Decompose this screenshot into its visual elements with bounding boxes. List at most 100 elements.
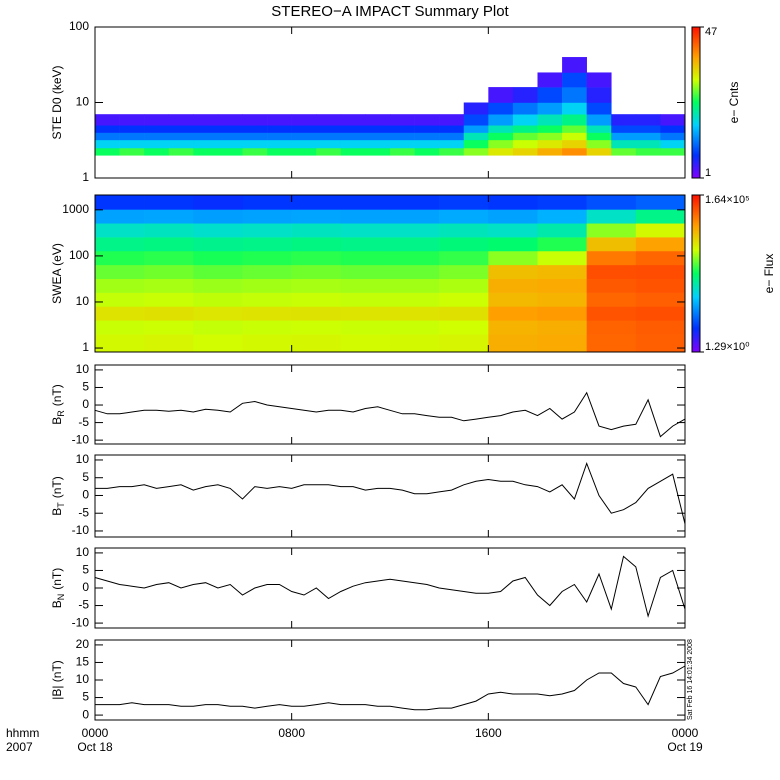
heat-cell: [193, 306, 243, 321]
heat-cell: [390, 334, 440, 353]
heat-cell: [586, 278, 637, 293]
heat-cell: [537, 209, 587, 224]
heat-cell: [390, 250, 440, 266]
heat-cell: [660, 139, 686, 149]
heat-cell: [340, 139, 366, 149]
heat-cell: [463, 102, 489, 115]
heat-cell: [144, 278, 194, 293]
heat-cell: [242, 278, 292, 293]
heat-cell: [95, 209, 145, 224]
heat-cell: [635, 125, 661, 133]
heat-cell: [340, 292, 391, 307]
heat-cell: [537, 223, 587, 238]
heat-cell: [193, 264, 243, 279]
heat-cell: [193, 139, 219, 149]
heat-cell: [512, 102, 538, 115]
heat-cell: [242, 320, 292, 335]
heat-cell: [586, 72, 612, 88]
heat-cell: [488, 195, 538, 210]
y-axis-label: SWEA (eV): [50, 243, 64, 304]
y-tick-label: 10: [76, 362, 90, 376]
heat-cell: [390, 292, 440, 307]
heat-cell: [95, 292, 145, 307]
plot-frame: [94, 454, 686, 538]
heat-cell: [611, 139, 637, 149]
heat-cell: [340, 223, 391, 238]
heat-cell: [586, 209, 637, 224]
heat-cell: [488, 334, 538, 353]
heat-cell: [439, 264, 489, 279]
heat-cell: [586, 320, 637, 335]
heat-cell: [537, 139, 563, 149]
heat-cell: [168, 139, 194, 149]
heat-cell: [635, 147, 661, 156]
heat-cell: [95, 237, 145, 252]
heat-cell: [512, 139, 538, 149]
y-tick-label: -5: [78, 598, 89, 612]
y-tick-label: 15: [76, 655, 90, 669]
heat-cell: [193, 292, 243, 307]
y-axis-label-text: B: [50, 417, 64, 425]
heat-cell: [340, 250, 391, 266]
heat-cell: [291, 278, 342, 293]
y-tick-label: 100: [69, 19, 89, 33]
y-tick-label: 5: [82, 690, 89, 704]
heat-cell: [660, 132, 686, 141]
timestamp: Sat Feb 16 14:01:34 2008: [687, 639, 694, 720]
y-tick-label: 0: [82, 397, 89, 411]
heat-cell: [586, 139, 612, 149]
data-line: [94, 391, 686, 438]
heat-cell: [291, 223, 342, 238]
heat-cell: [242, 334, 292, 353]
heat-cell: [144, 292, 194, 307]
x-tick-date: Oct 19: [667, 740, 703, 754]
heat-cell: [586, 292, 637, 307]
heat-cell: [635, 278, 686, 293]
heat-cell: [168, 114, 194, 126]
heat-cell: [291, 195, 342, 210]
heat-cell: [635, 237, 686, 252]
heat-cell: [316, 114, 342, 126]
x-axis-label: hhmm: [6, 726, 39, 740]
heat-cell: [586, 264, 637, 279]
heat-cell: [242, 195, 292, 210]
y-tick-label: -5: [78, 505, 89, 519]
heat-cell: [537, 125, 563, 133]
heat-cell: [144, 264, 194, 279]
y-axis-label: BT (nT): [50, 476, 66, 516]
colorbar-label: e− Cnts: [727, 82, 741, 124]
heat-cell: [291, 125, 317, 133]
heat-cell: [488, 320, 538, 335]
heat-cell: [586, 125, 612, 133]
heat-cell: [291, 209, 342, 224]
heat-cell: [193, 114, 219, 126]
heat-cell: [439, 195, 489, 210]
y-tick-label: 0: [82, 580, 89, 594]
heat-cell: [340, 195, 391, 210]
heat-cell: [267, 125, 292, 133]
x-tick-label: 0000: [672, 726, 699, 740]
y-tick-label: -10: [72, 432, 90, 446]
heat-cell: [512, 87, 538, 103]
y-axis-label-sub: R: [56, 410, 66, 417]
heat-cell: [316, 125, 342, 133]
y-axis-label-text: B: [50, 508, 64, 516]
heat-cell: [611, 125, 637, 133]
y-axis-label-text: |B| (nT): [50, 660, 64, 700]
heat-cell: [586, 114, 612, 126]
heat-cell: [242, 250, 292, 266]
heat-cell: [586, 195, 637, 210]
heat-cell: [242, 223, 292, 238]
heat-cell: [439, 278, 489, 293]
y-axis-label-sub: N: [56, 594, 66, 601]
heat-cell: [193, 147, 219, 156]
y-tick-label: 5: [82, 563, 89, 577]
heat-cell: [267, 139, 292, 149]
heat-cell: [635, 132, 661, 141]
heat-cell: [635, 114, 661, 126]
heat-cell: [414, 114, 440, 126]
heat-cell: [217, 139, 243, 149]
heat-cell: [95, 250, 145, 266]
heat-cell: [488, 278, 538, 293]
heat-cell: [340, 125, 366, 133]
